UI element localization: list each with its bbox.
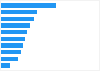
Bar [1,3,56,8]
Bar [1,30,27,34]
Bar [1,63,10,68]
Bar [1,10,37,14]
Bar [1,17,34,21]
Bar [1,23,30,28]
Bar [1,50,21,54]
Bar [1,43,23,48]
Bar [1,37,25,41]
Bar [1,57,18,61]
